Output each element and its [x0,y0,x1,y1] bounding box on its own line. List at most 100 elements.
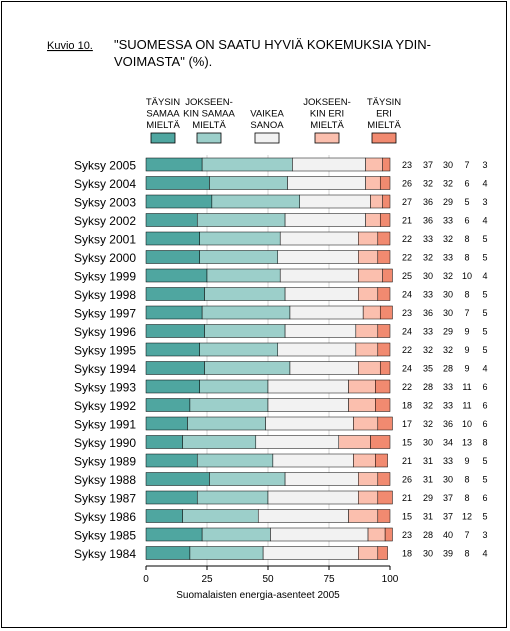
data-label: 24 [402,327,412,337]
category-label: Syksy 1997 [74,307,136,321]
data-label: 32 [423,179,433,189]
data-label: 8 [464,234,469,244]
bar-segment [145,268,208,283]
data-label: 5 [482,234,487,244]
data-label: 21 [402,493,412,503]
bar-segment [209,176,288,190]
data-label: 5 [464,197,469,207]
bar-segment [211,194,300,209]
data-label: 36 [423,308,433,318]
data-label: 9 [464,327,469,337]
data-label: 25 [402,271,412,281]
data-label: 30 [423,271,433,281]
data-label: 4 [482,549,487,559]
category-label: Syksy 1998 [74,288,136,302]
bar-segment [189,546,264,560]
bar-segment [379,361,391,375]
data-label: 29 [443,327,453,337]
bar-segment [145,287,205,301]
legend-label: ERI [376,109,392,120]
data-label: 28 [423,530,433,540]
data-label: 36 [443,419,453,429]
data-label: 32 [443,234,453,244]
data-label: 32 [443,179,453,189]
bar-segment [338,435,371,449]
bar-segment [145,527,203,542]
bar-segment [358,250,379,264]
category-label: Syksy 1999 [74,270,136,284]
data-label: 21 [402,216,412,226]
data-label: 9 [464,345,469,355]
category-label: Syksy 1994 [74,362,136,376]
bar-segment [358,361,381,375]
data-label: 37 [443,493,453,503]
data-label: 32 [423,419,433,429]
data-label: 29 [423,493,433,503]
bar-segment [358,546,379,560]
legend-label: JOKSEEN- [185,97,233,108]
bar-segment [262,546,359,560]
data-label: 6 [482,382,487,392]
bar-segment [145,398,191,412]
data-label: 13 [462,438,472,448]
data-label: 33 [443,253,453,263]
data-label: 17 [402,419,412,429]
data-label: 32 [423,345,433,355]
legend-swatch [314,132,340,144]
bar-segment [289,361,359,375]
bar-segment [284,472,359,486]
bar-segment [145,490,198,505]
data-label: 5 [482,253,487,263]
x-tick-label: 75 [323,574,335,585]
bar-segment [384,527,393,542]
data-label: 32 [443,271,453,281]
bar-segment [145,342,200,357]
data-label: 22 [402,382,412,392]
data-label: 3 [482,197,487,207]
bar-segment [353,416,379,431]
bar-segment [284,213,366,227]
bar-segment [182,509,259,523]
bar-segment [377,250,391,264]
bar-segment [182,435,257,449]
data-label: 5 [482,290,487,300]
data-label: 39 [443,549,453,559]
bar-segment [199,231,281,246]
bar-segment [270,527,369,542]
bar-segment [379,213,391,227]
data-label: 33 [443,456,453,466]
legend-label: KIN SAMAA [183,109,235,120]
data-label: 27 [402,197,412,207]
bar-segment [279,268,359,283]
data-label: 18 [402,401,412,411]
category-label: Syksy 2002 [74,214,136,228]
legend-label: MIELTÄ [192,120,226,131]
bar-segment [355,324,379,338]
bar-segment [145,435,183,449]
data-label: 7 [464,530,469,540]
bar-segment [145,361,205,375]
figure-title-line-2: VOIMASTA" (%). [114,54,212,69]
data-label: 6 [482,401,487,411]
bar-segment [196,490,269,505]
legend-label: JOKSEEN- [303,97,351,108]
bar-segment [145,453,198,468]
data-label: 8 [464,549,469,559]
legend-label: KIN ERI [310,109,344,120]
bar-segment [358,231,379,246]
data-label: 22 [402,253,412,263]
category-label: Syksy 1985 [74,529,136,543]
data-label: 8 [464,290,469,300]
data-label: 4 [482,364,487,374]
data-label: 33 [443,216,453,226]
data-label: 32 [443,345,453,355]
data-label: 33 [443,382,453,392]
bar-segment [204,324,286,338]
data-label: 22 [402,345,412,355]
bar-segment [145,324,205,338]
bar-segment [348,398,376,412]
data-label: 11 [462,401,471,411]
data-label: 23 [402,308,412,318]
